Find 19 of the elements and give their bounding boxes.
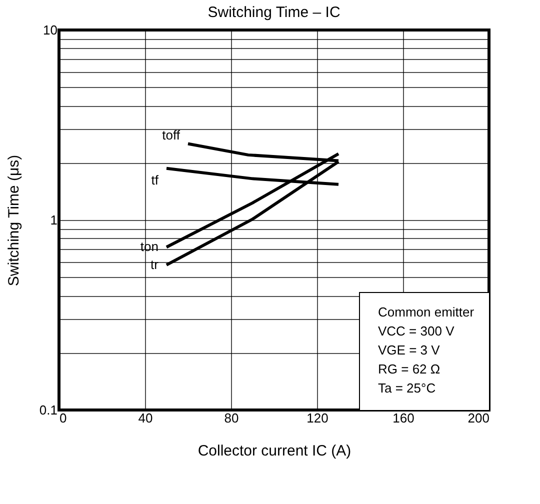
annotation: VCC = 300 V xyxy=(378,324,455,338)
annotation: RG = 62 Ω xyxy=(378,362,440,376)
annotation: Ta = 25°C xyxy=(378,380,436,396)
x-tick-label: 160 xyxy=(392,410,414,426)
x-tick-label: 120 xyxy=(306,410,328,426)
annotation: Common emitter xyxy=(378,304,475,320)
annotation: VGE = 3 V xyxy=(378,342,440,358)
y-tick-label: 0.1 xyxy=(39,402,58,418)
x-tick-label: 80 xyxy=(224,410,239,426)
series-label: tf xyxy=(151,172,159,188)
series-label: toff xyxy=(162,128,180,143)
chart-title: Switching Time – IC xyxy=(208,4,340,21)
y-tick-label: 10 xyxy=(43,22,58,38)
x-axis-title: Collector current IC (A) xyxy=(198,442,352,460)
y-tick-label: 1 xyxy=(50,212,58,228)
y-axis-title: Switching Time (μs) xyxy=(5,154,22,286)
x-tick-label: 200 xyxy=(468,410,490,426)
x-tick-label: 40 xyxy=(138,410,153,426)
x-tick-label: 0 xyxy=(60,410,67,426)
